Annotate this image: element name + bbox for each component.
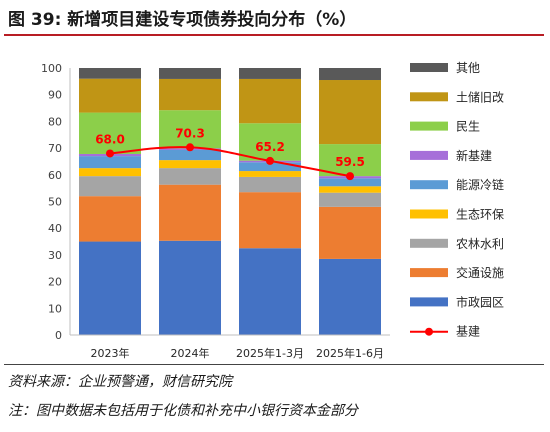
footnote: 注：图中数据未包括用于化债和补充中小银行资本金部分 — [8, 403, 358, 419]
y-tick-label: 60 — [48, 169, 62, 182]
y-tick-label: 40 — [48, 222, 62, 235]
stacked-bar-chart: 0 10 20 30 40 50 60 70 80 90 100 2023年 2024年 2025年1-… — [41, 61, 504, 360]
infrastructure-line-path — [109, 146, 351, 178]
legend-swatch — [410, 180, 448, 190]
legend-label: 新基建 — [456, 148, 492, 163]
bar-segment — [239, 171, 301, 177]
legend-line-marker — [425, 327, 433, 336]
bar-segment — [79, 156, 141, 169]
infrastructure-data-label: 59.5 — [335, 155, 365, 169]
bar-segment — [79, 176, 141, 197]
legend-swatch — [410, 268, 448, 278]
bar-segment — [159, 78, 221, 111]
legend-label: 其他 — [456, 61, 480, 75]
bar-segment — [79, 78, 141, 113]
figure-title: 图 39: 新增项目建设专项债券投向分布（%） — [8, 10, 357, 30]
bar-segment — [239, 68, 301, 79]
bar-segment — [319, 178, 381, 187]
legend-label: 市政园区 — [456, 294, 504, 309]
bottom-divider — [4, 364, 544, 365]
bar-segment — [79, 68, 141, 79]
bar-segment — [79, 112, 141, 154]
legend-label: 生态环保 — [456, 208, 504, 222]
bar-segment — [319, 186, 381, 193]
bar-segment — [159, 160, 221, 169]
y-axis: 0 10 20 30 40 50 60 70 80 90 100 — [41, 62, 71, 342]
y-tick-label: 30 — [48, 249, 62, 262]
legend-label: 土储旧改 — [456, 89, 504, 104]
bar-segment — [159, 184, 221, 241]
bar-segment — [319, 68, 381, 81]
x-tick-label: 2025年1-3月 — [236, 346, 304, 360]
legend-label: 交通设施 — [456, 265, 504, 280]
infrastructure-data-label: 68.0 — [95, 132, 125, 146]
infrastructure-line: 68.0 70.3 65.2 59.5 — [95, 126, 365, 181]
legend-swatch — [410, 63, 448, 72]
bar-segment — [159, 68, 221, 79]
bar-segment — [239, 123, 301, 161]
x-axis: 2023年 2024年 2025年1-3月 2025年1-6月 — [70, 334, 390, 360]
infrastructure-point — [186, 143, 194, 152]
bar-segment — [319, 80, 381, 145]
bar-segment — [159, 240, 221, 335]
legend-swatch — [410, 121, 448, 131]
legend-label: 民生 — [456, 120, 480, 134]
y-tick-label: 0 — [55, 329, 62, 342]
bar-segment — [159, 149, 221, 161]
x-tick-label: 2024年 — [171, 346, 210, 360]
bar-segment — [239, 192, 301, 249]
y-tick-label: 70 — [48, 142, 62, 155]
y-tick-label: 20 — [48, 276, 62, 289]
bar-segment — [239, 248, 301, 335]
y-tick-label: 90 — [48, 89, 62, 102]
x-tick-label: 2025年1-6月 — [316, 346, 384, 360]
bar-segment — [239, 162, 301, 172]
infrastructure-data-label: 65.2 — [255, 140, 285, 154]
legend-label: 能源冷链 — [456, 177, 504, 192]
legend-swatch — [410, 209, 448, 219]
legend-swatch — [410, 92, 448, 102]
bar-segment — [319, 206, 381, 259]
x-tick-label: 2023年 — [91, 346, 130, 360]
title-divider — [4, 34, 544, 36]
legend-swatch — [410, 238, 448, 248]
y-tick-label: 10 — [48, 302, 62, 315]
infrastructure-point — [106, 149, 114, 158]
infrastructure-point — [266, 156, 274, 165]
source-note: 资料来源：企业预警通，财信研究院 — [8, 374, 232, 390]
y-tick-label: 80 — [48, 115, 62, 128]
bar-segment — [79, 241, 141, 335]
legend-label: 农林水利 — [456, 237, 504, 251]
bar-stacks — [79, 68, 381, 335]
y-tick-label: 100 — [41, 62, 62, 75]
bar-segment — [79, 196, 141, 242]
bar-segment — [159, 168, 221, 185]
infrastructure-data-label: 70.3 — [175, 126, 205, 140]
legend-swatch — [410, 150, 448, 160]
bar-segment — [319, 258, 381, 335]
legend-label: 基建 — [456, 325, 480, 339]
bar-segment — [159, 110, 221, 149]
y-tick-label: 50 — [48, 196, 62, 209]
bar-segment — [239, 176, 301, 193]
bar-segment — [319, 192, 381, 207]
bar-segment — [319, 144, 381, 177]
infrastructure-point — [346, 172, 354, 181]
bar-segment — [239, 78, 301, 124]
bar-segment — [79, 168, 141, 177]
legend-swatch — [410, 297, 448, 307]
